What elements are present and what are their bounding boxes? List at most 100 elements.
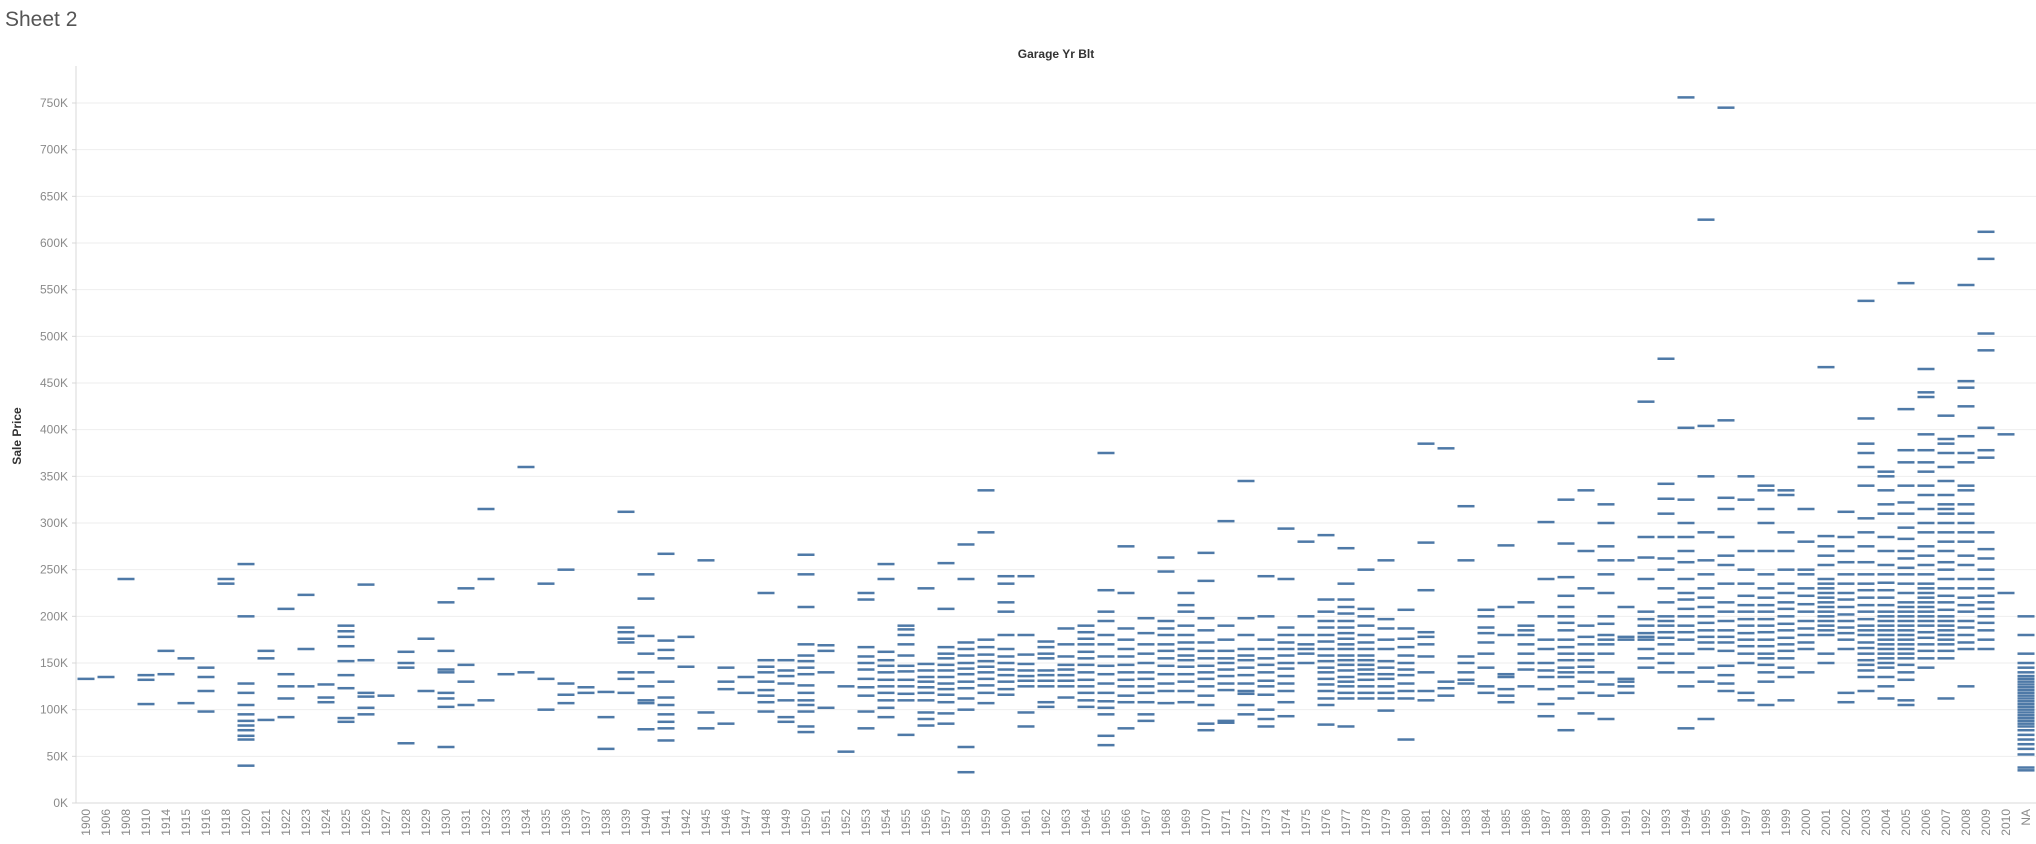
data-mark bbox=[1397, 697, 1415, 700]
data-mark bbox=[1917, 601, 1935, 604]
data-mark bbox=[1977, 230, 1995, 234]
data-mark bbox=[1137, 616, 1155, 620]
data-mark bbox=[957, 745, 975, 749]
data-mark bbox=[1857, 629, 1875, 632]
data-mark bbox=[1377, 659, 1395, 663]
data-mark bbox=[1537, 669, 1555, 672]
data-mark bbox=[1857, 675, 1875, 679]
data-mark bbox=[1897, 643, 1915, 646]
data-mark bbox=[1097, 633, 1115, 637]
data-mark bbox=[1817, 554, 1835, 557]
data-mark bbox=[157, 672, 175, 676]
data-mark bbox=[1337, 685, 1355, 688]
data-mark bbox=[657, 727, 675, 730]
data-mark bbox=[1497, 687, 1515, 691]
x-tick-label: 1984 bbox=[1479, 809, 1493, 836]
data-mark bbox=[1377, 697, 1395, 700]
data-mark bbox=[1377, 672, 1395, 676]
data-mark bbox=[797, 703, 815, 707]
data-mark bbox=[977, 665, 995, 668]
data-mark bbox=[957, 770, 975, 774]
data-mark bbox=[1517, 661, 1535, 665]
data-mark bbox=[1597, 591, 1615, 595]
data-mark bbox=[1397, 608, 1415, 612]
data-mark bbox=[1557, 671, 1575, 674]
data-mark bbox=[1097, 451, 1115, 455]
data-mark bbox=[1637, 617, 1655, 621]
data-mark bbox=[1217, 519, 1235, 523]
data-mark bbox=[1417, 699, 1435, 702]
data-mark bbox=[1237, 479, 1255, 483]
x-tick-label: 1973 bbox=[1259, 809, 1273, 836]
data-mark bbox=[1097, 655, 1115, 658]
data-mark bbox=[1217, 719, 1235, 723]
data-mark bbox=[1557, 575, 1575, 579]
x-tick-label: 1966 bbox=[1119, 809, 1133, 836]
data-mark bbox=[1897, 703, 1915, 707]
data-mark bbox=[1657, 357, 1675, 360]
data-mark bbox=[1537, 687, 1555, 691]
data-mark bbox=[477, 507, 495, 511]
data-mark bbox=[657, 680, 675, 683]
data-mark bbox=[317, 696, 335, 699]
data-mark bbox=[1357, 615, 1375, 618]
data-mark bbox=[1377, 647, 1395, 651]
data-mark bbox=[1957, 685, 1975, 688]
x-tick-label: 2003 bbox=[1859, 809, 1873, 836]
data-mark bbox=[1077, 637, 1095, 640]
data-mark bbox=[1357, 658, 1375, 662]
y-tick-label: 350K bbox=[40, 469, 68, 483]
data-mark bbox=[1897, 526, 1915, 529]
data-mark bbox=[1117, 663, 1135, 667]
data-mark bbox=[1777, 607, 1795, 611]
data-mark bbox=[1477, 641, 1495, 644]
data-mark bbox=[557, 693, 575, 696]
data-mark bbox=[1217, 674, 1235, 678]
data-mark bbox=[1757, 671, 1775, 674]
data-mark bbox=[357, 706, 375, 710]
data-mark bbox=[1657, 587, 1675, 590]
data-mark bbox=[1397, 654, 1415, 657]
data-mark bbox=[917, 699, 935, 702]
data-mark bbox=[1117, 678, 1135, 682]
data-mark bbox=[617, 630, 635, 634]
data-mark bbox=[797, 699, 815, 702]
data-mark bbox=[1757, 638, 1775, 641]
data-mark bbox=[1477, 631, 1495, 635]
data-mark bbox=[1657, 619, 1675, 623]
data-mark bbox=[877, 685, 895, 688]
x-tick-label: 1910 bbox=[139, 809, 153, 836]
data-mark bbox=[857, 668, 875, 671]
data-mark bbox=[1937, 414, 1955, 417]
data-mark bbox=[997, 633, 1015, 637]
x-tick-label: 1928 bbox=[399, 809, 413, 836]
data-mark bbox=[1737, 624, 1755, 627]
data-mark bbox=[1937, 657, 1955, 660]
data-mark bbox=[617, 641, 635, 644]
data-mark bbox=[1377, 677, 1395, 681]
data-mark bbox=[957, 661, 975, 665]
data-mark bbox=[1677, 630, 1695, 634]
data-mark bbox=[1737, 691, 1755, 695]
data-mark bbox=[1637, 657, 1655, 660]
data-mark bbox=[1197, 629, 1215, 632]
data-mark bbox=[1917, 666, 1935, 669]
data-mark bbox=[1597, 521, 1615, 525]
data-mark bbox=[637, 573, 655, 576]
data-mark bbox=[1357, 697, 1375, 700]
data-mark bbox=[877, 678, 895, 682]
data-mark bbox=[217, 582, 235, 585]
data-mark bbox=[1117, 727, 1135, 730]
x-tick-label: 1974 bbox=[1279, 809, 1293, 836]
data-mark bbox=[1537, 577, 1555, 581]
data-mark bbox=[917, 717, 935, 721]
data-mark bbox=[1797, 619, 1815, 623]
data-mark bbox=[2017, 733, 2035, 737]
data-mark bbox=[1357, 663, 1375, 667]
data-mark bbox=[1297, 633, 1315, 637]
data-mark bbox=[1977, 332, 1995, 335]
data-mark bbox=[897, 633, 915, 637]
x-tick-label: 1914 bbox=[159, 809, 173, 836]
y-tick-label: 50K bbox=[47, 749, 68, 763]
data-mark bbox=[1737, 603, 1755, 607]
